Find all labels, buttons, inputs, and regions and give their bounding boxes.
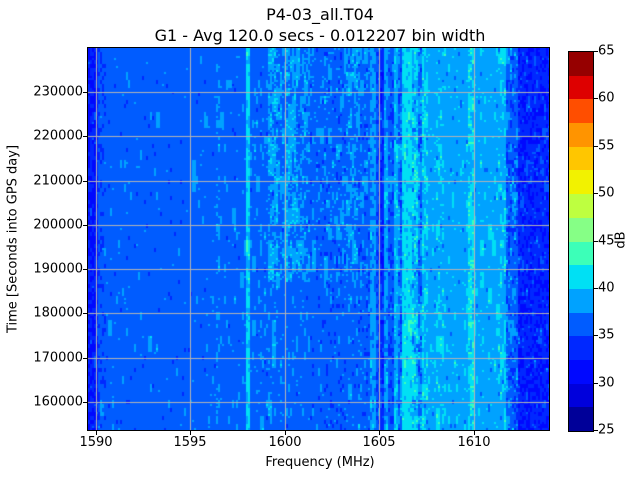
x-tick-label: 1590 bbox=[79, 435, 113, 450]
colorbar-tick-label: 60 bbox=[598, 90, 615, 106]
colorbar-tick-mark bbox=[594, 146, 598, 147]
colorbar-level bbox=[569, 123, 593, 147]
y-tick-mark bbox=[83, 136, 87, 137]
x-tick-label: 1595 bbox=[173, 435, 207, 450]
colorbar-tick-label: 25 bbox=[598, 422, 615, 438]
figure-title: P4-03_all.T04 bbox=[266, 5, 374, 24]
colorbar-tick-label: 30 bbox=[598, 375, 615, 391]
colorbar-level bbox=[569, 75, 593, 100]
y-tick-mark bbox=[83, 92, 87, 93]
colorbar-level bbox=[569, 217, 593, 242]
colorbar-tick-mark bbox=[594, 193, 598, 194]
colorbar-level bbox=[569, 241, 593, 266]
colorbar-level bbox=[569, 170, 593, 195]
y-tick-label: 190000 bbox=[33, 261, 83, 277]
colorbar bbox=[568, 51, 594, 432]
colorbar-tick-mark bbox=[594, 241, 598, 242]
x-axis-label: Frequency (MHz) bbox=[265, 455, 375, 470]
x-tick-mark bbox=[96, 431, 97, 435]
colorbar-tick-mark bbox=[594, 430, 598, 431]
colorbar-tick-label: 65 bbox=[598, 43, 615, 59]
y-tick-mark bbox=[83, 181, 87, 182]
y-tick-label: 200000 bbox=[33, 217, 83, 233]
colorbar-level bbox=[569, 312, 593, 337]
colorbar-level bbox=[569, 52, 593, 76]
x-tick-mark bbox=[379, 431, 380, 435]
y-tick-label: 210000 bbox=[33, 173, 83, 189]
y-tick-label: 230000 bbox=[33, 84, 83, 100]
colorbar-level bbox=[569, 359, 593, 384]
colorbar-level bbox=[569, 99, 593, 124]
y-tick-mark bbox=[83, 269, 87, 270]
colorbar-level bbox=[569, 194, 593, 218]
spectrogram-heatmap bbox=[88, 48, 549, 430]
colorbar-level bbox=[569, 265, 593, 289]
x-tick-mark bbox=[474, 431, 475, 435]
y-tick-label: 170000 bbox=[33, 350, 83, 366]
colorbar-tick-label: 50 bbox=[598, 185, 615, 201]
colorbar-level bbox=[569, 288, 593, 313]
colorbar-tick-label: 45 bbox=[598, 233, 615, 249]
x-tick-label: 1610 bbox=[457, 435, 491, 450]
colorbar-tick-mark bbox=[594, 51, 598, 52]
colorbar-tick-label: 40 bbox=[598, 280, 615, 296]
axes-title: G1 - Avg 120.0 secs - 0.012207 bin width bbox=[154, 26, 486, 45]
colorbar-tick-mark bbox=[594, 98, 598, 99]
colorbar-level bbox=[569, 336, 593, 360]
x-tick-label: 1600 bbox=[268, 435, 302, 450]
x-tick-mark bbox=[285, 431, 286, 435]
colorbar-level bbox=[569, 146, 593, 171]
colorbar-tick-mark bbox=[594, 288, 598, 289]
x-tick-mark bbox=[190, 431, 191, 435]
y-tick-mark bbox=[83, 402, 87, 403]
colorbar-level bbox=[569, 383, 593, 408]
colorbar-tick-mark bbox=[594, 335, 598, 336]
heatmap-plot-area bbox=[87, 47, 550, 431]
colorbar-level bbox=[569, 407, 593, 431]
y-tick-label: 180000 bbox=[33, 305, 83, 321]
y-tick-mark bbox=[83, 358, 87, 359]
y-tick-label: 160000 bbox=[33, 394, 83, 410]
colorbar-tick-mark bbox=[594, 383, 598, 384]
y-tick-mark bbox=[83, 225, 87, 226]
colorbar-label: dB bbox=[613, 231, 629, 249]
y-tick-label: 220000 bbox=[33, 128, 83, 144]
colorbar-tick-label: 55 bbox=[598, 138, 615, 154]
y-tick-mark bbox=[83, 313, 87, 314]
colorbar-tick-label: 35 bbox=[598, 327, 615, 343]
y-axis-label: Time [Seconds into GPS day] bbox=[5, 144, 21, 334]
x-tick-label: 1605 bbox=[362, 435, 396, 450]
